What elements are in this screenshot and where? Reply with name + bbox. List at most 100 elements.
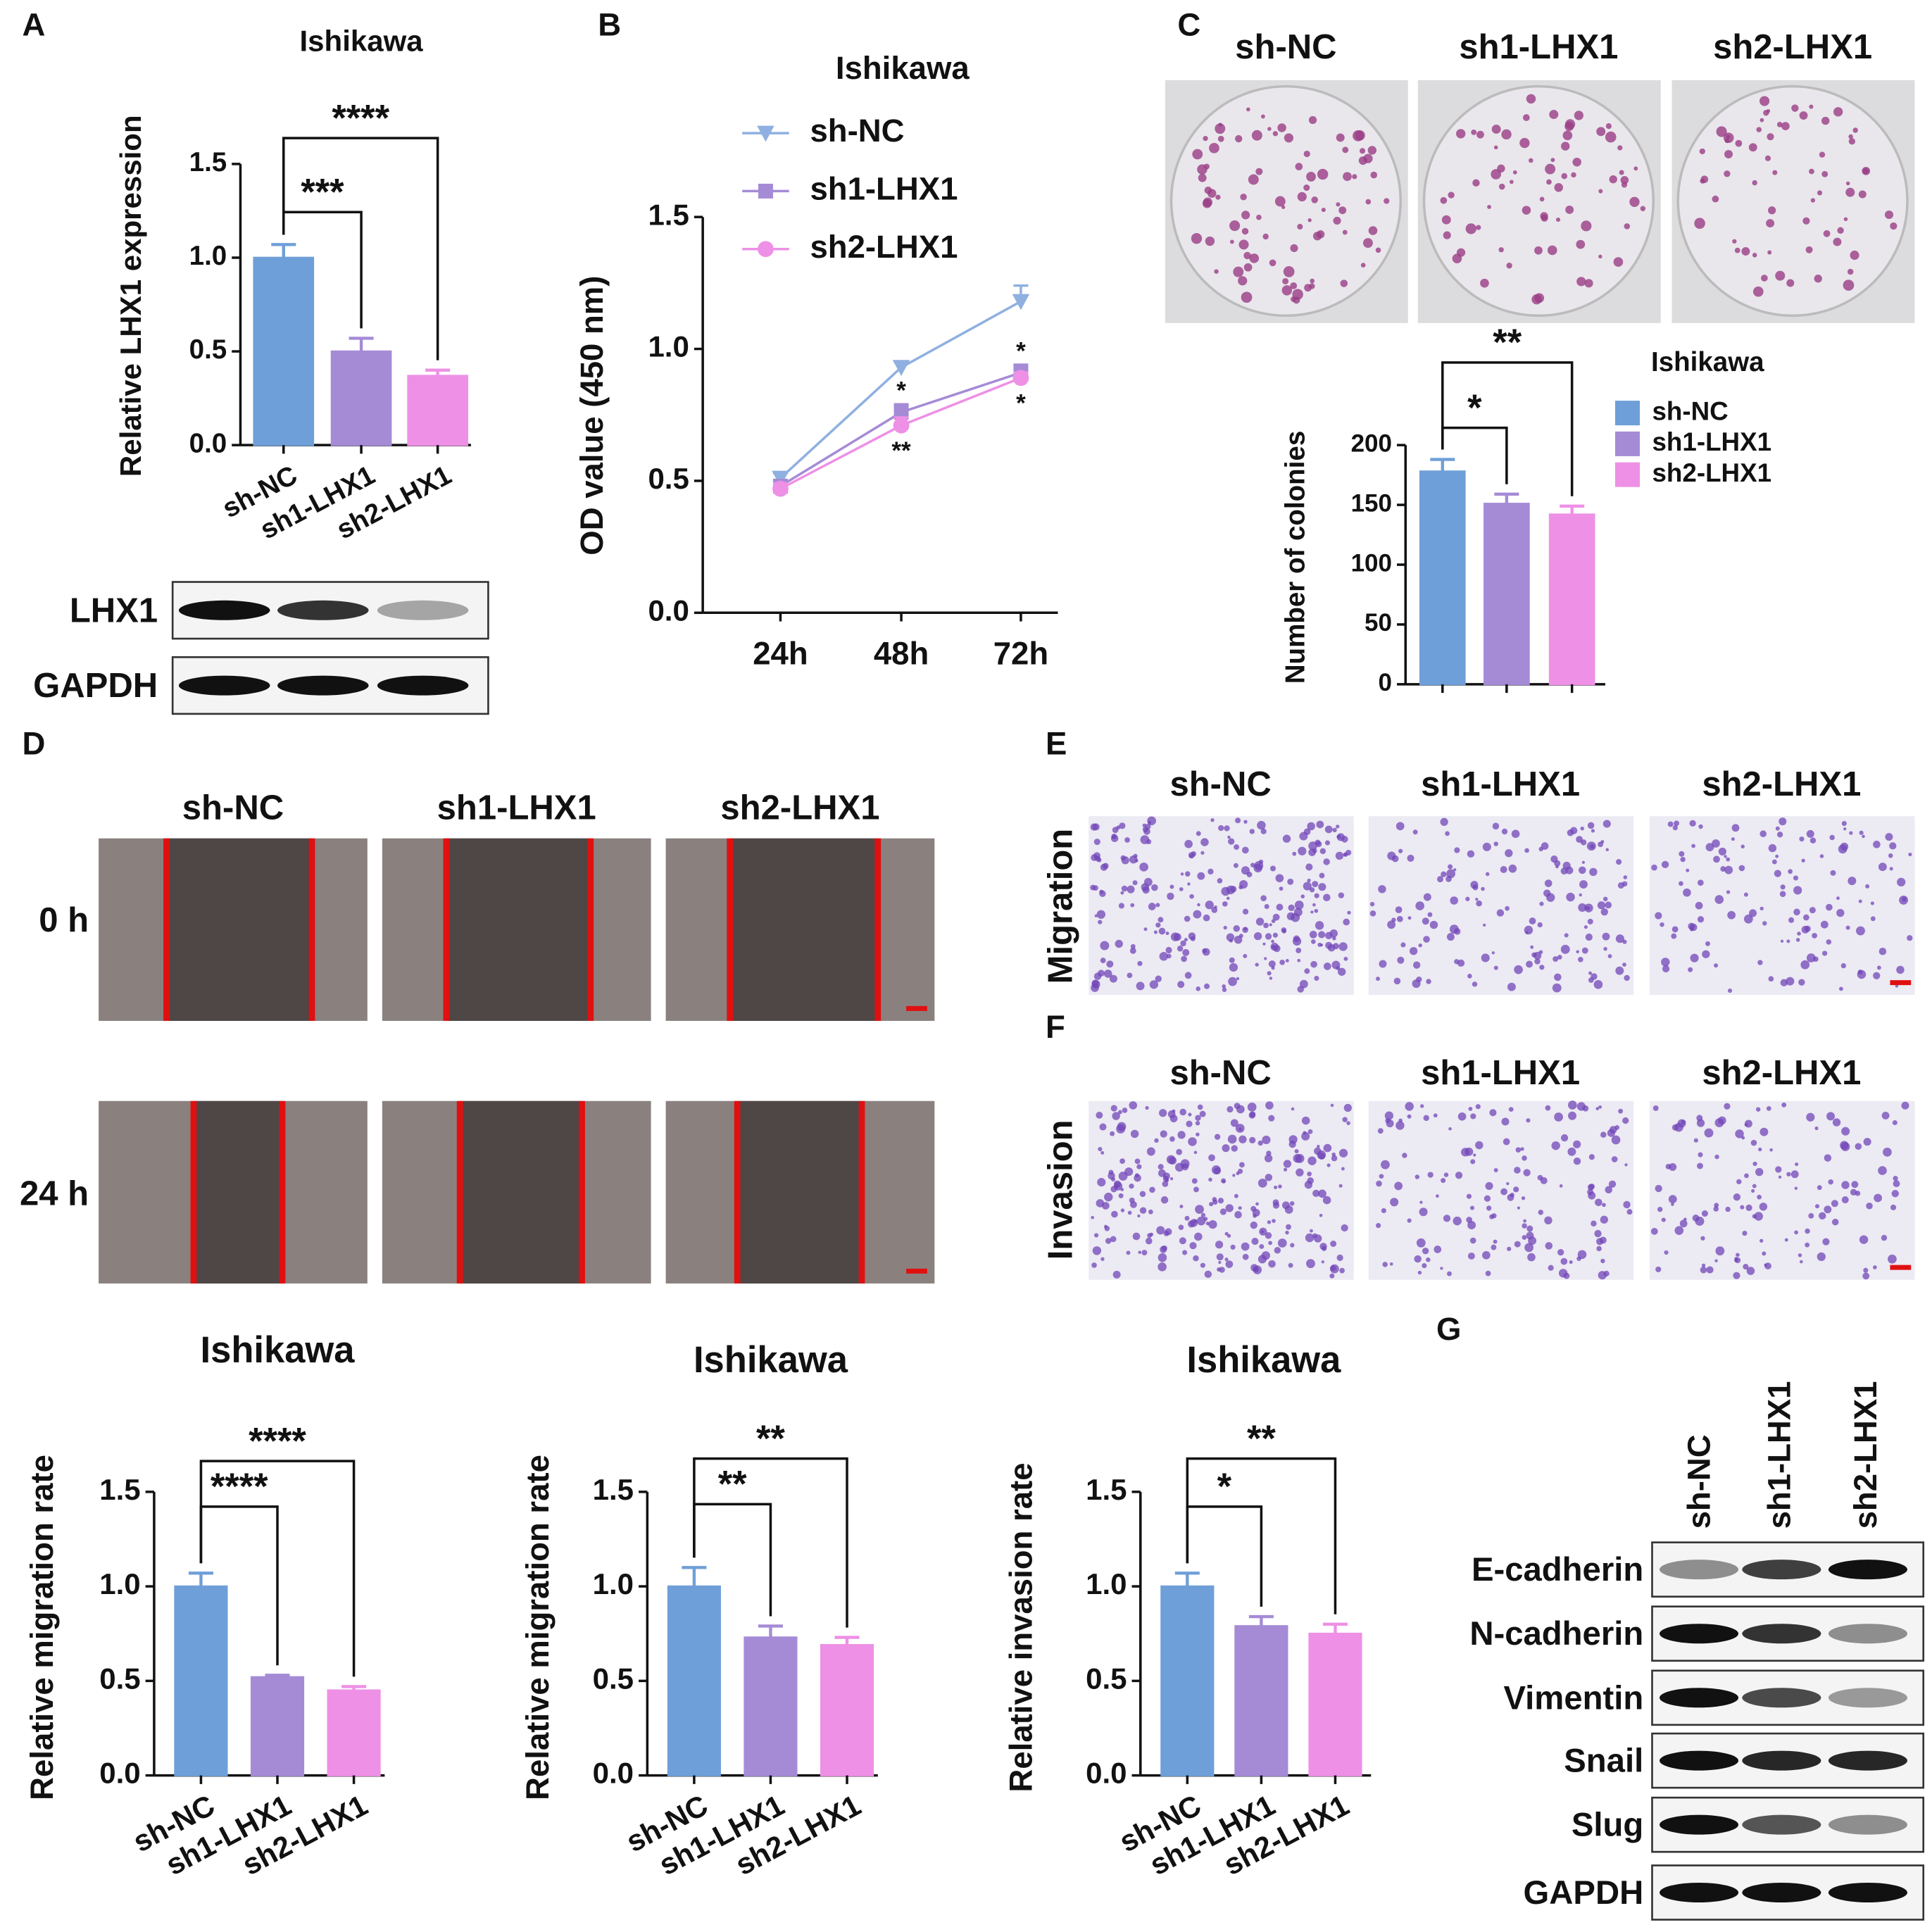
cell xyxy=(1517,1206,1521,1210)
cell xyxy=(1660,922,1664,927)
cell xyxy=(1330,1241,1337,1247)
colony xyxy=(1290,282,1298,289)
cell xyxy=(1693,1138,1698,1143)
cell xyxy=(1130,1129,1139,1138)
cell xyxy=(1309,930,1317,939)
significance-bracket xyxy=(1441,361,1574,496)
cell xyxy=(1558,1269,1568,1278)
cell xyxy=(1234,1103,1241,1110)
error-bar xyxy=(758,1624,783,1638)
cell xyxy=(1799,836,1805,842)
cell xyxy=(1600,1258,1605,1264)
cell xyxy=(1841,1181,1850,1189)
cell xyxy=(1369,901,1375,907)
colony xyxy=(1307,218,1312,222)
cell xyxy=(1602,932,1610,941)
cell xyxy=(1557,955,1562,960)
colony xyxy=(1539,196,1545,202)
cell xyxy=(1695,901,1703,910)
cell xyxy=(1743,914,1753,924)
cell xyxy=(1537,922,1543,928)
colony xyxy=(1620,175,1629,184)
cell xyxy=(1457,1112,1467,1121)
cell xyxy=(1331,1155,1338,1162)
cell xyxy=(1154,1138,1159,1143)
legend-swatch xyxy=(1614,401,1640,426)
cell xyxy=(1186,1120,1193,1127)
cell xyxy=(1472,981,1478,987)
cell xyxy=(1110,1105,1117,1112)
cell xyxy=(1491,1244,1497,1250)
colony xyxy=(1760,96,1770,106)
cell xyxy=(1809,837,1817,843)
cell xyxy=(1147,816,1156,826)
cell xyxy=(1576,836,1583,843)
cell xyxy=(1611,1156,1618,1162)
cell xyxy=(1890,1204,1897,1210)
cell xyxy=(1657,1207,1663,1212)
cell xyxy=(1402,1153,1407,1158)
colony xyxy=(1562,130,1573,141)
cell xyxy=(1381,1208,1386,1214)
cell xyxy=(1145,1237,1153,1245)
cell xyxy=(1874,1193,1882,1203)
cell xyxy=(1149,1186,1155,1193)
blot-band xyxy=(1828,1750,1907,1771)
error-bar xyxy=(265,1674,290,1677)
blot-label: Snail xyxy=(1564,1743,1643,1780)
y-axis-label: Relative invasion rate xyxy=(1003,1462,1039,1792)
colony xyxy=(1598,254,1602,259)
colony xyxy=(1306,171,1316,182)
cell xyxy=(1269,923,1272,927)
colony xyxy=(1501,129,1512,140)
cell xyxy=(1819,854,1824,858)
cell xyxy=(1231,1145,1238,1152)
cell xyxy=(1169,1177,1174,1181)
cell xyxy=(1493,841,1498,846)
cell xyxy=(1419,1208,1428,1217)
colony xyxy=(1531,294,1542,305)
cell xyxy=(1724,865,1733,874)
colony xyxy=(1251,130,1262,141)
cell xyxy=(1866,1202,1873,1210)
cell xyxy=(1795,938,1800,942)
cell xyxy=(1650,1227,1658,1235)
y-tick-label: 1.0 xyxy=(648,330,689,363)
colony xyxy=(1215,123,1226,134)
y-axis-label: OD value (450 nm) xyxy=(574,276,610,556)
cell xyxy=(1416,1238,1426,1248)
cell xyxy=(1233,862,1238,868)
y-tick-label: 0.0 xyxy=(1086,1757,1127,1790)
cell xyxy=(1121,856,1129,865)
colony xyxy=(1308,115,1317,125)
colony xyxy=(1555,217,1561,222)
cell xyxy=(1788,917,1795,923)
cell xyxy=(1335,851,1344,860)
colony xyxy=(1229,220,1241,232)
cell xyxy=(1780,939,1784,943)
cell xyxy=(1200,838,1209,846)
cell xyxy=(1097,858,1102,862)
cell xyxy=(1602,1203,1606,1208)
cell xyxy=(1473,1153,1476,1157)
cell xyxy=(1557,1249,1564,1256)
cell xyxy=(1205,901,1214,910)
error-bar xyxy=(425,368,451,376)
cell xyxy=(1330,1103,1334,1108)
cell xyxy=(1389,1262,1393,1266)
cell xyxy=(1544,879,1552,887)
cell xyxy=(1826,903,1833,911)
cell xyxy=(1162,1176,1169,1182)
y-axis-label: Relative LHX1 expression xyxy=(114,115,147,477)
cell xyxy=(1514,965,1523,974)
cell xyxy=(1111,834,1117,839)
cell xyxy=(1251,1238,1259,1246)
cell xyxy=(1453,1216,1462,1226)
blot-label: Vimentin xyxy=(1504,1679,1644,1717)
colony xyxy=(1522,114,1530,121)
cell xyxy=(1382,1262,1388,1267)
cell xyxy=(1341,836,1348,843)
colony xyxy=(1862,166,1871,175)
bar xyxy=(1419,470,1466,686)
cell xyxy=(1784,1238,1788,1242)
